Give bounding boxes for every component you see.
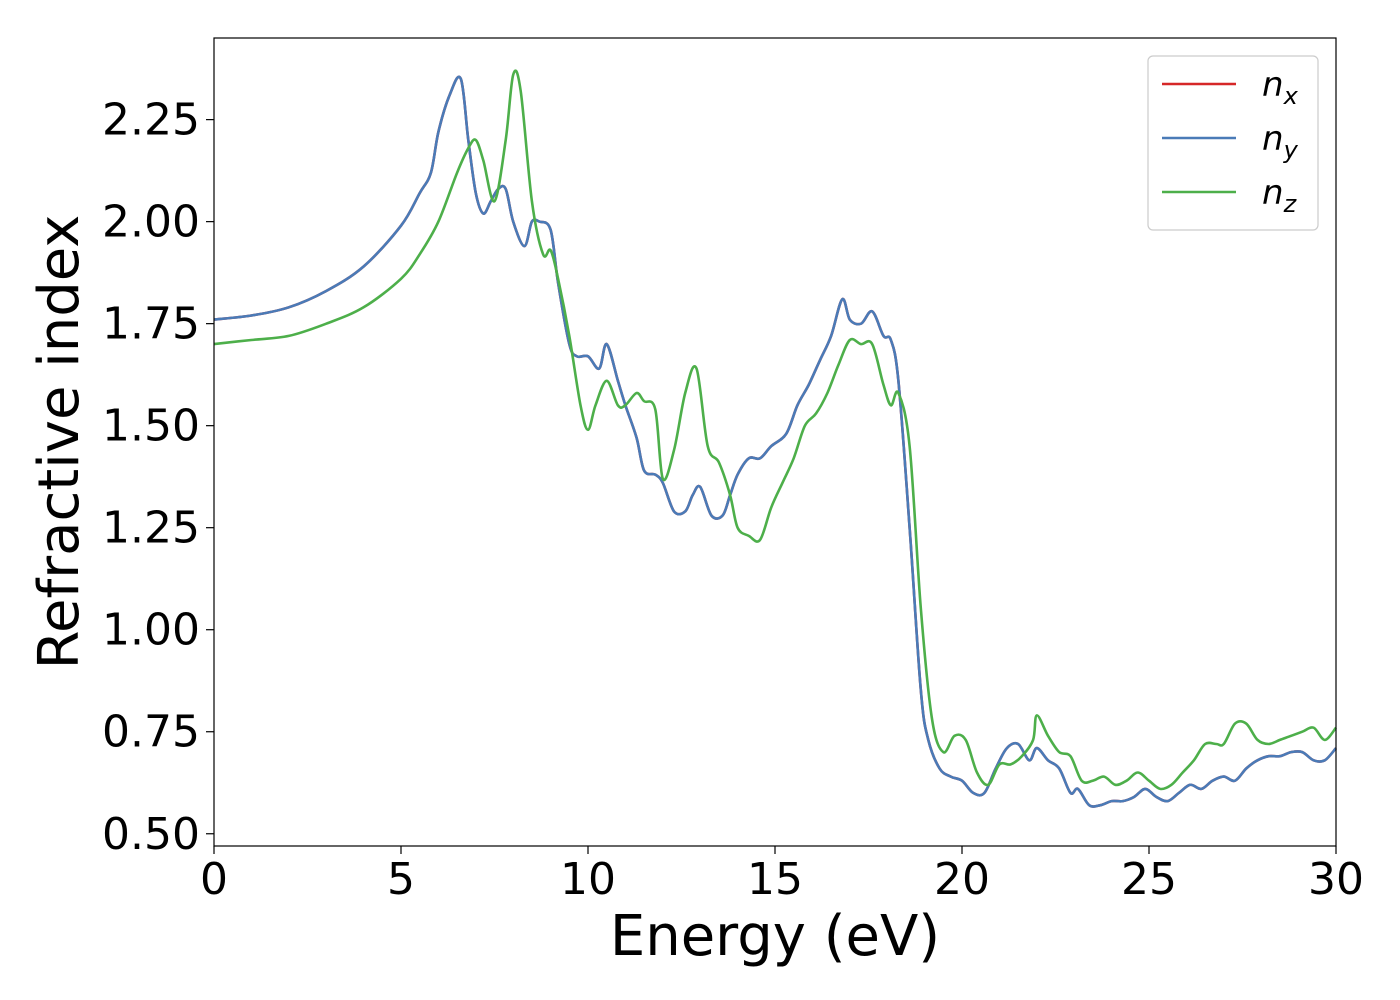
x-axis-title: Energy (eV) (610, 904, 940, 969)
x-tick-label: 20 (934, 854, 990, 905)
y-tick-label: 1.75 (102, 299, 200, 350)
legend-label-ny: ny (1262, 119, 1299, 164)
legend-box (1147, 55, 1319, 231)
x-tick-label: 15 (747, 854, 803, 905)
y-tick-label: 2.25 (102, 95, 200, 146)
series-line-ny (213, 75, 1337, 808)
y-tick-label: 2.00 (102, 197, 200, 248)
y-tick-label: 0.75 (102, 707, 200, 758)
x-tick-label: 30 (1308, 854, 1364, 905)
y-tick-label: 1.25 (102, 503, 200, 554)
y-tick-label: 1.00 (102, 605, 200, 656)
y-axis: 0.50 0.75 1.00 1.25 1.50 1.75 2.00 2.25 (102, 95, 214, 860)
x-tick-label: 25 (1121, 854, 1177, 905)
series-line-nz (213, 69, 1338, 791)
y-axis-title: Refractive index (27, 215, 92, 670)
x-tick-label: 5 (387, 854, 415, 905)
legend: nx ny nz (1147, 55, 1319, 231)
y-tick-label: 0.50 (102, 809, 200, 860)
legend-label-nx: nx (1262, 65, 1299, 110)
legend-label-nz: nz (1262, 173, 1298, 218)
x-axis: 0 5 10 15 20 25 30 (200, 846, 1364, 905)
series-layer (213, 69, 1338, 808)
x-tick-label: 0 (200, 854, 228, 905)
x-tick-label: 10 (560, 854, 616, 905)
y-tick-label: 1.50 (102, 401, 200, 452)
